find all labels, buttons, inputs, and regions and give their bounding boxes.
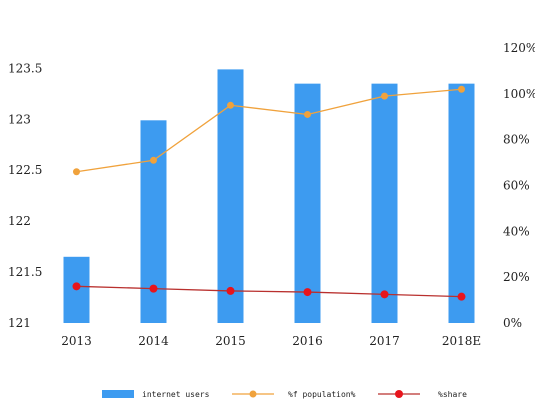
- right-axis-tick-label: 100%: [503, 87, 535, 101]
- x-axis-tick-label: 2015: [215, 334, 246, 348]
- legend-label: internet users: [142, 390, 210, 399]
- legend-label: %share: [438, 390, 467, 399]
- right-axis-tick-label: 40%: [503, 224, 530, 238]
- left-axis-tick-label: 122.5: [8, 163, 42, 177]
- x-axis: 2013 2014 2015 2016 2017 2018E: [61, 334, 481, 348]
- legend-swatch-bar: [102, 390, 134, 398]
- data-point: [72, 282, 81, 291]
- line-series: [72, 85, 466, 301]
- data-point: [150, 156, 157, 164]
- x-axis-tick-label: 2018E: [442, 334, 481, 348]
- data-point: [73, 168, 80, 176]
- right-axis-tick-label: 60%: [503, 179, 530, 193]
- legend-swatch-marker: [249, 390, 257, 398]
- x-axis-tick-label: 2016: [292, 334, 323, 348]
- data-point: [226, 286, 235, 295]
- x-axis-tick-label: 2017: [369, 334, 400, 348]
- bar: [448, 83, 475, 323]
- data-point: [149, 284, 158, 293]
- series-line: [76, 88, 462, 173]
- bar: [294, 83, 321, 323]
- data-point: [458, 85, 465, 93]
- bar-series: [63, 69, 475, 323]
- left-axis-tick-label: 121.5: [8, 265, 42, 279]
- data-point: [380, 290, 389, 299]
- series-line: [76, 285, 462, 298]
- legend: internet users %f population% %share: [102, 390, 467, 399]
- right-axis-tick-label: 120%: [503, 41, 535, 55]
- data-point: [304, 110, 311, 118]
- right-axis: 0% 20% 40% 60% 80% 100% 120%: [503, 41, 535, 330]
- data-point: [457, 292, 466, 301]
- bar: [371, 83, 398, 323]
- data-point: [381, 92, 388, 100]
- x-axis-tick-label: 2013: [61, 334, 92, 348]
- left-axis-tick-label: 122: [8, 214, 31, 228]
- right-axis-tick-label: 20%: [503, 270, 530, 284]
- data-point: [303, 288, 312, 297]
- legend-label: %f population%: [288, 390, 356, 399]
- left-axis: 121 121.5 122 122.5 123 123.5: [8, 61, 42, 330]
- legend-swatch-marker: [395, 390, 403, 398]
- left-axis-tick-label: 123.5: [8, 61, 42, 75]
- x-axis-tick-label: 2014: [138, 334, 169, 348]
- data-point: [227, 101, 234, 109]
- left-axis-tick-label: 121: [8, 316, 31, 330]
- left-axis-tick-label: 123: [8, 112, 31, 126]
- right-axis-tick-label: 0%: [503, 316, 522, 330]
- right-axis-tick-label: 80%: [503, 133, 530, 147]
